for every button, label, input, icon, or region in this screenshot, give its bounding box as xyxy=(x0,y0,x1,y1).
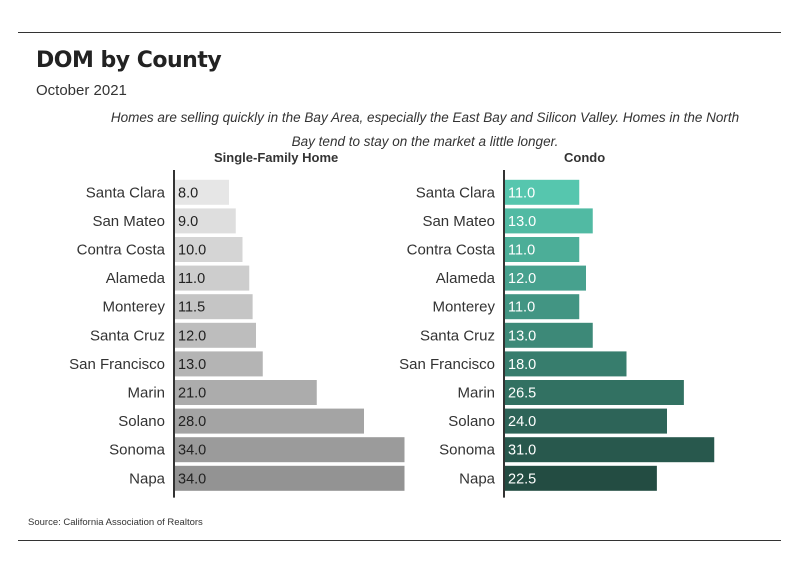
category-label-condo-contra-costa: Contra Costa xyxy=(407,242,496,259)
value-label-condo-santa-clara: 11.0 xyxy=(508,185,535,201)
bar-single-family-santa-clara xyxy=(175,179,229,205)
value-label-single-family-san-francisco: 13.0 xyxy=(178,357,206,373)
category-label-condo-san-mateo: San Mateo xyxy=(422,213,495,230)
category-label-single-family-alameda: Alameda xyxy=(106,270,166,287)
value-label-single-family-monterey: 11.5 xyxy=(178,300,205,316)
bar-single-family-san-francisco xyxy=(175,351,263,377)
category-label-condo-alameda: Alameda xyxy=(436,270,496,287)
category-label-condo-san-francisco: San Francisco xyxy=(399,356,495,373)
bar-single-family-santa-cruz xyxy=(175,322,256,348)
value-label-single-family-napa: 34.0 xyxy=(178,471,206,487)
category-label-condo-marin: Marin xyxy=(457,385,495,402)
bar-condo-alameda xyxy=(505,265,586,291)
value-label-condo-sonoma: 31.0 xyxy=(508,443,536,459)
bar-condo-santa-cruz xyxy=(505,322,593,348)
category-label-single-family-napa: Napa xyxy=(129,470,166,487)
category-label-single-family-santa-cruz: Santa Cruz xyxy=(90,327,165,344)
category-label-condo-sonoma: Sonoma xyxy=(439,442,496,459)
bar-condo-solano xyxy=(505,408,667,434)
value-label-condo-alameda: 12.0 xyxy=(508,271,536,287)
value-label-single-family-solano: 28.0 xyxy=(178,414,206,430)
value-label-condo-contra-costa: 11.0 xyxy=(508,243,535,259)
category-label-single-family-sonoma: Sonoma xyxy=(109,442,166,459)
category-label-condo-solano: Solano xyxy=(448,413,495,430)
value-label-single-family-santa-cruz: 12.0 xyxy=(178,328,206,344)
category-label-single-family-san-francisco: San Francisco xyxy=(69,356,165,373)
bar-condo-san-francisco xyxy=(505,351,627,377)
bar-condo-santa-clara xyxy=(505,179,580,205)
bottom-rule xyxy=(18,540,781,541)
value-label-condo-napa: 22.5 xyxy=(508,471,536,487)
bar-single-family-napa xyxy=(175,465,405,491)
bar-single-family-solano xyxy=(175,408,364,434)
value-label-condo-solano: 24.0 xyxy=(508,414,536,430)
category-label-single-family-santa-clara: Santa Clara xyxy=(86,184,166,201)
category-label-single-family-monterey: Monterey xyxy=(102,299,165,316)
bar-single-family-marin xyxy=(175,380,317,405)
category-label-single-family-san-mateo: San Mateo xyxy=(92,213,165,230)
category-label-condo-santa-clara: Santa Clara xyxy=(416,184,496,201)
value-label-condo-monterey: 11.0 xyxy=(508,300,535,316)
category-label-single-family-marin: Marin xyxy=(127,385,165,402)
bar-condo-san-mateo xyxy=(505,208,593,234)
bar-single-family-contra-costa xyxy=(175,237,243,262)
bar-condo-sonoma xyxy=(505,437,715,463)
chart-title: DOM by County xyxy=(36,48,222,73)
bar-condo-monterey xyxy=(505,294,580,320)
source-note: Source: California Association of Realto… xyxy=(28,517,203,528)
chart-note: Homes are selling quickly in the Bay Are… xyxy=(110,110,740,149)
bar-condo-marin xyxy=(505,380,684,405)
bar-single-family-monterey xyxy=(175,294,253,320)
value-label-single-family-contra-costa: 10.0 xyxy=(178,243,206,259)
value-label-single-family-san-mateo: 9.0 xyxy=(178,214,198,230)
bar-single-family-san-mateo xyxy=(175,208,236,234)
value-label-single-family-marin: 21.0 xyxy=(178,386,206,402)
value-label-single-family-alameda: 11.0 xyxy=(178,271,205,287)
bar-single-family-sonoma xyxy=(175,437,405,463)
value-label-condo-san-francisco: 18.0 xyxy=(508,357,536,373)
category-label-single-family-contra-costa: Contra Costa xyxy=(77,242,166,259)
bar-condo-napa xyxy=(505,465,657,491)
panel-title-condo: Condo xyxy=(564,150,606,165)
value-label-single-family-sonoma: 34.0 xyxy=(178,443,206,459)
chart-subtitle: October 2021 xyxy=(36,82,127,99)
value-label-condo-santa-cruz: 13.0 xyxy=(508,328,536,344)
value-label-condo-marin: 26.5 xyxy=(508,386,536,402)
bar-single-family-alameda xyxy=(175,265,250,291)
top-rule xyxy=(18,32,781,33)
category-label-condo-monterey: Monterey xyxy=(432,299,495,316)
value-label-condo-san-mateo: 13.0 xyxy=(508,214,536,230)
category-label-single-family-solano: Solano xyxy=(118,413,165,430)
category-label-condo-santa-cruz: Santa Cruz xyxy=(420,327,495,344)
panel-title-single-family: Single-Family Home xyxy=(214,150,339,165)
category-label-condo-napa: Napa xyxy=(459,470,496,487)
bar-condo-contra-costa xyxy=(505,237,580,262)
value-label-single-family-santa-clara: 8.0 xyxy=(178,185,198,201)
